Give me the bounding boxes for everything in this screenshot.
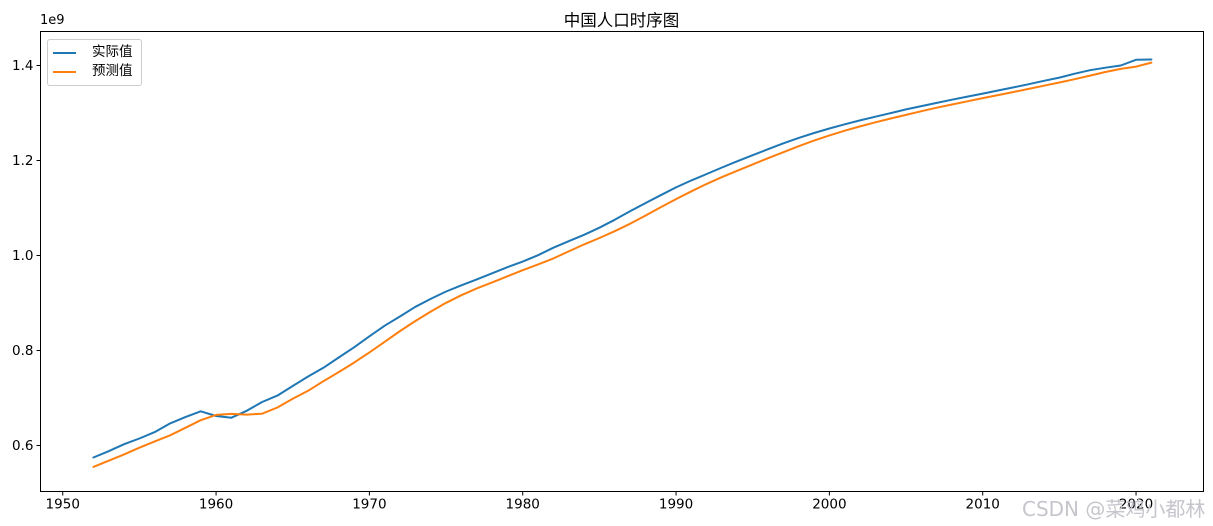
y-tick-label: 1.0 (12, 248, 33, 264)
predicted-line (92, 61, 1153, 468)
x-tick-label: 1980 (506, 497, 540, 513)
legend-label: 预测值 (92, 63, 133, 80)
chart-title: 中国人口时序图 (563, 11, 680, 30)
x-tick-label: 1990 (659, 497, 693, 513)
y-axis-offset-label: 1e9 (40, 13, 65, 28)
x-tick-label: 1950 (46, 497, 80, 513)
legend-label: 实际值 (92, 44, 133, 61)
legend: 实际值 预测值 (47, 39, 142, 86)
x-tick-label: 2010 (966, 497, 1000, 513)
x-tick-label: 2020 (1119, 497, 1153, 513)
y-tick-label: 0.8 (12, 343, 33, 359)
y-tick-label: 0.6 (12, 438, 33, 454)
y-tick-label: 1.4 (12, 58, 33, 74)
x-tick-label: 1970 (352, 497, 386, 513)
x-tick-label: 1960 (199, 497, 233, 513)
watermark: CSDN @菜鸡小都林 (1022, 497, 1206, 521)
legend-line-swatch (53, 51, 76, 55)
y-tick-label: 1.2 (12, 153, 33, 169)
axes-spines (40, 31, 1204, 492)
actual-line (92, 58, 1153, 459)
legend-entry-predicted: 预测值 (53, 64, 133, 80)
legend-line-swatch (53, 70, 76, 74)
x-tick-label: 2000 (812, 497, 846, 513)
legend-entry-actual: 实际值 (53, 45, 133, 61)
